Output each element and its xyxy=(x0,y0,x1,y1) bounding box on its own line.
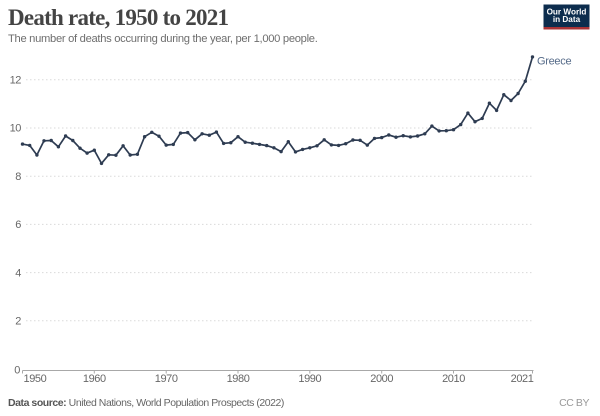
svg-text:CC BY: CC BY xyxy=(559,397,589,409)
svg-text:in Data: in Data xyxy=(553,15,581,24)
svg-text:6: 6 xyxy=(15,219,21,231)
svg-text:12: 12 xyxy=(10,75,22,87)
svg-text:2: 2 xyxy=(15,316,21,328)
svg-text:Greece: Greece xyxy=(537,55,571,67)
svg-text:1950: 1950 xyxy=(24,373,47,385)
svg-text:4: 4 xyxy=(15,267,21,279)
svg-text:1960: 1960 xyxy=(83,373,106,385)
svg-text:Data source: United Nations, W: Data source: United Nations, World Popul… xyxy=(8,397,284,409)
svg-text:0: 0 xyxy=(14,365,20,377)
svg-text:Our World: Our World xyxy=(547,7,587,16)
svg-text:10: 10 xyxy=(10,123,22,135)
svg-text:Death rate, 1950 to 2021: Death rate, 1950 to 2021 xyxy=(8,5,229,30)
svg-text:2000: 2000 xyxy=(370,373,393,385)
svg-text:1990: 1990 xyxy=(298,373,321,385)
svg-text:1980: 1980 xyxy=(227,373,250,385)
svg-text:2021: 2021 xyxy=(511,373,534,385)
svg-text:The number of deaths occurring: The number of deaths occurring during th… xyxy=(8,33,318,45)
svg-text:1970: 1970 xyxy=(155,373,178,385)
svg-text:8: 8 xyxy=(15,171,21,183)
svg-text:2010: 2010 xyxy=(442,373,465,385)
